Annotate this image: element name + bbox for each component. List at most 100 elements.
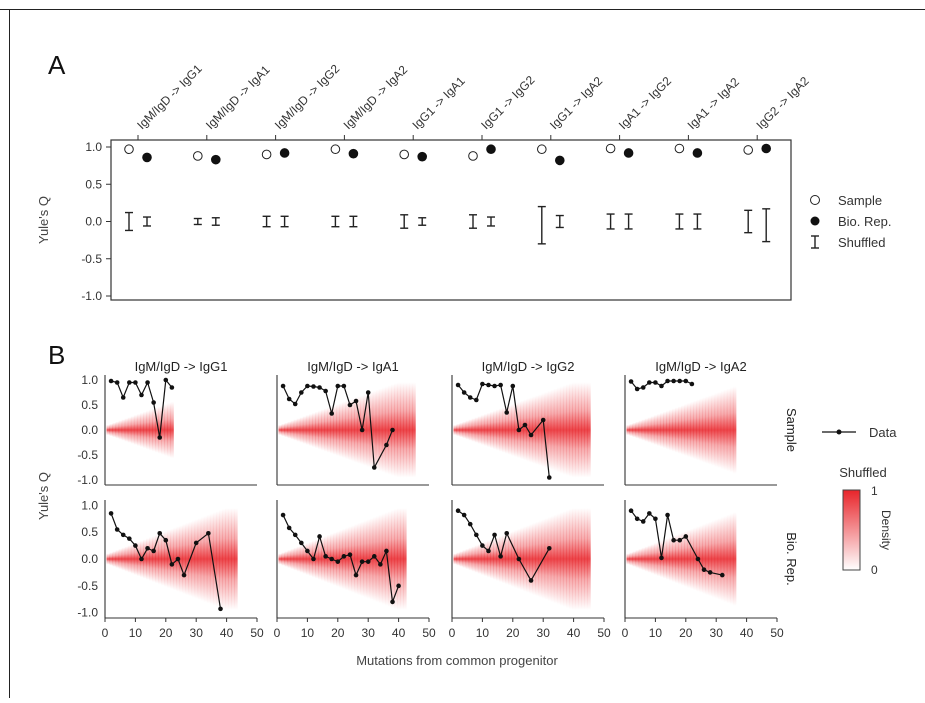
shuffled-density-column (290, 548, 295, 570)
shuffled-density-column (678, 406, 682, 454)
shuffled-density-column (158, 533, 162, 585)
shuffled-density-column (381, 513, 386, 605)
data-point (695, 556, 701, 562)
shuffled-density-column (581, 508, 585, 610)
shuffled-density-column (124, 418, 129, 442)
data-point (353, 572, 359, 578)
shuffled-density-column (681, 532, 685, 586)
data-point (647, 511, 652, 516)
shuffled-density-column (387, 511, 392, 607)
data-point (653, 516, 658, 522)
shuffled-density-column (296, 546, 301, 572)
shuffled-density-column (318, 538, 322, 580)
shuffled-density-column (474, 417, 479, 443)
legend-shuffled-label: Shuffled (838, 235, 885, 250)
bio-rep-point (623, 148, 634, 158)
shuffled-density-column (136, 541, 141, 577)
data-point (671, 537, 676, 543)
shuffled-density-column (632, 422, 637, 438)
shuffled-density-column (468, 419, 473, 441)
data-point (659, 555, 664, 561)
bio-rep-point (211, 154, 221, 165)
shuffled-density-column (161, 532, 165, 586)
data-point (347, 552, 353, 558)
shuffled-density-column (287, 421, 292, 439)
panel-b-xtick-label: 10 (476, 626, 490, 640)
sample-point (330, 144, 341, 155)
data-point (683, 378, 689, 384)
shuffled-density-column (632, 551, 637, 567)
data-point (163, 377, 169, 383)
shuffled-density-column (569, 508, 573, 610)
shuffled-density-column (456, 552, 460, 566)
sample-point (605, 143, 616, 154)
shuffled-density-column (490, 539, 494, 579)
shuffled-density-column (381, 387, 386, 473)
shuffled-density-column (544, 391, 549, 469)
data-point (546, 475, 552, 480)
legend-sample-label: Sample (838, 193, 882, 208)
shuffled-density-column (684, 531, 688, 587)
panel-b-ytick-label: -0.5 (77, 448, 98, 462)
shuffled-density-column (118, 548, 123, 570)
shuffled-density-column (191, 520, 196, 598)
data-point (347, 402, 353, 408)
panel-b-xtick-label: 0 (102, 626, 109, 640)
shuffled-density-column (146, 410, 150, 450)
shuffled-density-column (378, 388, 383, 472)
shuffled-density-column (511, 531, 515, 587)
data-line (110, 513, 222, 609)
bio-rep-point (417, 151, 428, 162)
shuffled-density-column (717, 391, 722, 469)
data-point (540, 417, 546, 423)
data-point (120, 532, 126, 538)
shuffled-density-column (505, 533, 509, 585)
shuffled-density-column (502, 534, 506, 584)
data-point (455, 382, 461, 388)
data-point (461, 512, 467, 518)
shuffled-density-column (321, 537, 325, 581)
shuffled-density-column (508, 405, 512, 455)
shuffled-density-column (203, 515, 208, 603)
data-point (390, 427, 395, 433)
shuffled-density-column (121, 419, 126, 441)
data-point (455, 508, 461, 514)
shuffled-density-column (222, 508, 226, 610)
shuffled-density-column (351, 398, 355, 462)
panel-b-xtick-label: 0 (622, 626, 629, 640)
shuffled-density-column (465, 420, 470, 440)
shuffled-density-column (453, 424, 457, 436)
shuffled-density-column (209, 513, 214, 605)
data-point (335, 383, 341, 389)
data-point (181, 572, 187, 578)
colorbar-tick-max: 1 (871, 484, 878, 498)
data-point (371, 554, 377, 559)
shuffled-density-column (366, 393, 371, 467)
shuffled-density-column (324, 408, 328, 452)
shuffled-density-column (562, 385, 567, 475)
shuffled-density-column (363, 394, 368, 466)
shuffled-density-column (106, 553, 110, 565)
shuffled-density-column (357, 522, 361, 596)
shuffled-density-column (499, 408, 503, 452)
shuffled-density-column (708, 521, 713, 597)
panel-b-xtick-label: 50 (422, 626, 436, 640)
data-point (719, 572, 725, 578)
data-point (175, 556, 181, 562)
data-point (628, 379, 634, 384)
shuffled-density-column (732, 512, 737, 606)
sample-point (537, 144, 547, 155)
shuffled-density-column (342, 401, 346, 459)
shuffled-density-column (182, 524, 186, 594)
shuffled-density-column (375, 515, 380, 603)
shuffled-density-column (296, 418, 301, 442)
data-point (634, 386, 640, 392)
shuffled-density-column (459, 422, 464, 438)
shuffled-density-column (729, 387, 734, 473)
shuffled-density-column (566, 509, 570, 609)
data-point (504, 410, 510, 415)
data-point (492, 383, 497, 389)
data-point (384, 442, 389, 448)
data-point (139, 556, 144, 562)
panel-b-xtick-label: 0 (274, 626, 281, 640)
